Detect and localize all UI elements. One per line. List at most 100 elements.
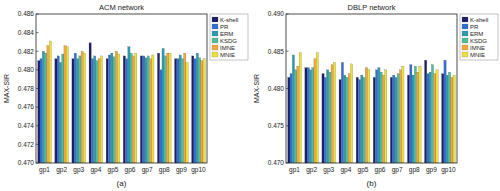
bar [55, 59, 57, 163]
bar [417, 72, 419, 163]
legend: K-shellPRERMKSDGIMNEMNIE [210, 14, 248, 60]
bar [305, 68, 307, 163]
bar [316, 53, 318, 163]
bar [128, 47, 130, 163]
bar [356, 77, 358, 163]
legend-label: IMNE [470, 45, 485, 51]
bar [295, 70, 297, 163]
bar [59, 62, 61, 163]
bar [446, 75, 448, 163]
bar [368, 69, 370, 163]
x-tick-label: gp7 [392, 166, 403, 174]
x-tick-label: gp10 [441, 166, 456, 174]
bar [373, 77, 375, 163]
x-tick-label: gp3 [323, 166, 334, 174]
bar [431, 65, 433, 163]
bar [38, 61, 40, 163]
bar [145, 58, 147, 163]
legend-label: K-shell [470, 17, 488, 23]
bar [412, 75, 414, 163]
bar [329, 72, 331, 163]
y-tick [36, 32, 39, 33]
legend-swatch [212, 45, 218, 50]
y-tick [286, 88, 289, 89]
plot-frame [36, 14, 207, 163]
bar [181, 59, 183, 163]
y-tick [36, 144, 39, 145]
bar [363, 77, 365, 163]
bar [312, 68, 314, 163]
bar [42, 51, 44, 163]
bar [436, 70, 438, 163]
y-tick-label: 0.482 [18, 48, 35, 55]
bar [365, 68, 367, 163]
bar [196, 53, 198, 163]
bar [162, 48, 164, 163]
x-tick-label: gp6 [375, 166, 386, 174]
bar [448, 72, 450, 163]
bar [346, 77, 348, 163]
bar [135, 53, 137, 163]
x-tick-label: gp6 [125, 166, 136, 174]
y-tick-label: 0.484 [18, 29, 35, 36]
bar [45, 53, 47, 163]
legend-label: MNIE [470, 52, 485, 58]
legend-box [460, 14, 498, 60]
bar [152, 55, 154, 163]
legend-swatch [462, 17, 468, 22]
bar [292, 55, 294, 163]
bar [382, 75, 384, 163]
bar [111, 53, 113, 163]
x-tick-label: gp9 [426, 166, 437, 174]
bar [203, 59, 205, 163]
bar [194, 59, 196, 163]
bar [350, 64, 352, 163]
legend-label: MNIE [220, 52, 235, 58]
bar [149, 59, 151, 163]
bar [297, 66, 299, 163]
bar [79, 56, 81, 163]
bar [83, 53, 85, 163]
bar [333, 62, 335, 163]
y-tick-label: 0.476 [18, 103, 35, 110]
y-tick [36, 163, 39, 164]
y-tick-label: 0.486 [18, 10, 35, 17]
legend-swatch [462, 45, 468, 50]
bar [81, 51, 83, 163]
caption: (b) [367, 179, 377, 188]
legend-label: KSDG [220, 38, 237, 44]
bar [140, 56, 142, 163]
bar [427, 74, 429, 163]
bar [425, 60, 427, 163]
bar [89, 43, 91, 163]
bar [167, 53, 169, 163]
bars [38, 41, 206, 163]
bar [125, 59, 127, 163]
legend-swatch [462, 38, 468, 43]
bar [132, 56, 134, 163]
bar [358, 80, 360, 163]
bar [442, 74, 444, 163]
bar [407, 75, 409, 163]
legend-box [210, 14, 248, 60]
bar [115, 51, 117, 163]
y-tick-label: 0.478 [18, 85, 35, 92]
bar [147, 56, 149, 163]
bar [414, 66, 416, 163]
x-tick-label: gp7 [142, 166, 153, 174]
bars [288, 53, 456, 163]
caption: (a) [117, 179, 127, 188]
bar [419, 66, 421, 163]
x-tick-label: gp3 [73, 166, 84, 174]
y-tick [286, 125, 289, 126]
bar [66, 47, 68, 163]
bar [290, 74, 292, 163]
x-tick-label: gp8 [409, 166, 420, 174]
y-tick [286, 163, 289, 164]
bar [123, 56, 125, 163]
y-tick [36, 69, 39, 70]
bar [393, 75, 395, 163]
y-tick-label: 0.472 [18, 141, 35, 148]
bar [444, 60, 446, 163]
bar [91, 59, 93, 163]
